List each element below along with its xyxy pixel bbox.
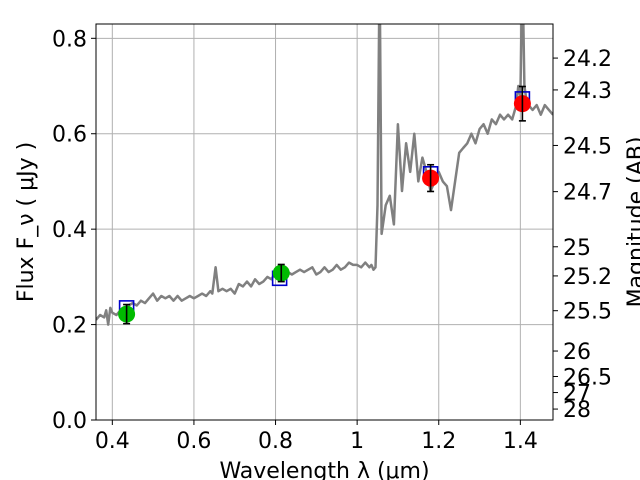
y2-tick-label: 25.2 bbox=[563, 265, 612, 290]
y2-tick-label: 25.5 bbox=[563, 300, 612, 325]
x-tick-label: 1.4 bbox=[503, 429, 538, 454]
y2-axis-label: Magnitude (AB) bbox=[624, 137, 640, 308]
grid-lines bbox=[96, 24, 553, 421]
spectrum-line bbox=[96, 24, 553, 326]
y2-tick-label: 27 bbox=[563, 382, 591, 407]
x-tick-label: 0.8 bbox=[258, 429, 293, 454]
y-axis-ticks: 0.0 0.2 0.4 0.6 0.8 bbox=[52, 27, 96, 434]
y-tick-label: 0.4 bbox=[52, 218, 87, 243]
y2-tick-label: 24.3 bbox=[563, 79, 612, 104]
y-axis-label: Flux F_ν ( μJy ) bbox=[14, 142, 39, 302]
y-tick-label: 0.0 bbox=[52, 409, 87, 434]
y2-tick-label: 24.2 bbox=[563, 47, 612, 72]
y-tick-label: 0.2 bbox=[52, 314, 87, 339]
y2-tick-label: 26 bbox=[563, 340, 591, 365]
y-tick-label: 0.8 bbox=[52, 27, 87, 52]
y2-tick-label: 24.7 bbox=[563, 181, 612, 206]
y-tick-label: 0.6 bbox=[52, 123, 87, 148]
x-axis-label: Wavelength λ (μm) bbox=[219, 459, 429, 480]
y2-tick-label: 25 bbox=[563, 236, 591, 261]
spectrum-layer bbox=[96, 24, 553, 326]
x-tick-label: 1 bbox=[350, 429, 364, 454]
x-tick-label: 1.2 bbox=[421, 429, 456, 454]
x-tick-label: 0.4 bbox=[95, 429, 130, 454]
x-axis-ticks: 0.4 0.6 0.8 1 1.2 1.4 bbox=[95, 420, 538, 454]
y2-tick-label: 26.5 bbox=[563, 365, 612, 390]
observed-photometry-layer bbox=[118, 85, 531, 325]
plot-frame bbox=[95, 23, 554, 421]
x-tick-label: 0.6 bbox=[176, 429, 211, 454]
y2-tick-label: 28 bbox=[563, 398, 591, 423]
y2-tick-label: 24.5 bbox=[563, 134, 612, 159]
